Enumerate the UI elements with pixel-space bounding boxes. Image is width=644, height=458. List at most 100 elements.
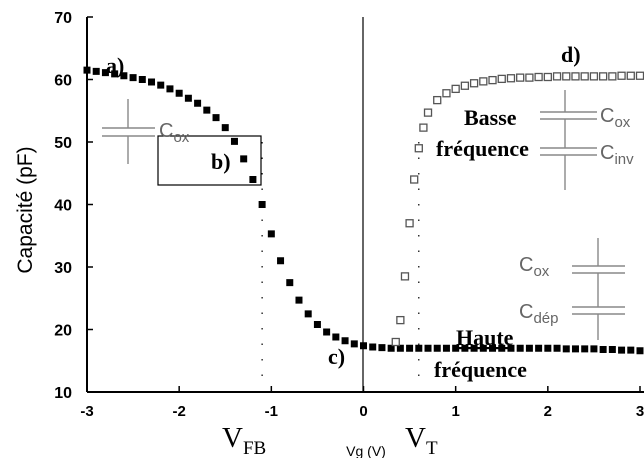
- data-point: [277, 257, 285, 265]
- data-point: [562, 345, 570, 353]
- region-label-a: a): [106, 53, 124, 78]
- data-point: [396, 315, 405, 325]
- data-point: [470, 344, 478, 352]
- data-point: [525, 344, 533, 352]
- data-point: [627, 346, 635, 354]
- data-point: [599, 346, 607, 353]
- y-tick-label: 30: [54, 260, 72, 277]
- data-point: [553, 344, 561, 352]
- data-point: [148, 78, 156, 86]
- x-tick-label: -1: [265, 403, 278, 420]
- vt-main: V: [405, 422, 426, 454]
- data-point: [451, 84, 460, 94]
- data-point: [488, 75, 497, 85]
- data-point: [410, 175, 419, 184]
- cox-hf-sub: ox: [533, 263, 549, 280]
- data-point: [460, 81, 470, 90]
- data-point: [424, 344, 432, 352]
- data-point: [479, 344, 487, 352]
- data-point: [101, 69, 109, 77]
- y-tick-label: 10: [54, 385, 72, 402]
- y-tick-label: 50: [54, 135, 72, 152]
- data-point: [203, 106, 211, 114]
- data-point: [240, 155, 248, 163]
- vt-label: VT: [405, 422, 438, 458]
- data-points: [83, 66, 644, 355]
- vfb-main: V: [222, 422, 243, 454]
- data-point: [571, 345, 579, 353]
- data-point: [83, 66, 91, 74]
- data-point: [489, 344, 497, 352]
- y-tick-label: 40: [54, 198, 72, 215]
- cdep-label: Cdép: [519, 301, 558, 327]
- data-point: [516, 73, 525, 82]
- data-point: [626, 71, 635, 80]
- data-point: [360, 342, 367, 350]
- data-point: [419, 123, 428, 132]
- cox-hf-main: C: [519, 254, 533, 276]
- data-point: [405, 219, 414, 228]
- data-point: [111, 70, 119, 78]
- data-point: [580, 72, 589, 81]
- y-tick-label: 70: [54, 10, 72, 27]
- data-point: [423, 108, 433, 117]
- data-point: [396, 344, 404, 352]
- data-point: [387, 344, 395, 352]
- x-tick-label: 3: [636, 403, 644, 420]
- cinv-label: Cinv: [600, 142, 634, 168]
- x-tick-label: -2: [172, 403, 185, 420]
- data-point: [295, 296, 303, 304]
- data-point: [332, 333, 340, 341]
- region-label-b: b): [211, 149, 231, 174]
- data-point: [304, 310, 312, 318]
- data-point: [378, 344, 386, 352]
- y-axis-label: Capacité (pF): [14, 146, 37, 273]
- data-point: [129, 74, 137, 82]
- cox-hf-label: Cox: [519, 254, 550, 280]
- data-point: [617, 71, 626, 80]
- data-point: [618, 346, 626, 354]
- data-point: [258, 201, 266, 208]
- data-point: [571, 72, 580, 81]
- data-point: [175, 89, 183, 97]
- data-point: [581, 345, 589, 353]
- data-point: [636, 347, 644, 355]
- data-point: [608, 346, 616, 353]
- data-point: [267, 230, 275, 238]
- capacitor-cox-left-icon: [102, 99, 155, 164]
- region-label-d: d): [561, 42, 581, 67]
- data-point: [562, 72, 571, 81]
- data-point: [433, 344, 441, 352]
- data-point: [498, 344, 506, 352]
- data-point: [516, 344, 524, 352]
- x-tick-label: 0: [359, 403, 367, 420]
- data-point: [138, 76, 146, 83]
- data-point: [406, 344, 414, 352]
- data-point: [544, 344, 552, 352]
- data-point: [535, 344, 543, 352]
- cox-left-label: Cox: [159, 120, 190, 146]
- cox-left-main: C: [159, 120, 173, 142]
- data-point: [461, 344, 469, 352]
- data-point: [589, 72, 599, 81]
- data-point: [534, 72, 543, 82]
- data-point: [221, 124, 229, 132]
- region-b-box: [157, 135, 262, 186]
- y-tick-label: 60: [54, 73, 72, 90]
- basse-frequence-label-2: fréquence: [436, 136, 529, 161]
- data-point: [323, 328, 331, 336]
- data-point: [92, 67, 100, 75]
- series-0: [83, 66, 644, 355]
- capacitor-hf-icon: [572, 238, 625, 340]
- data-point: [400, 272, 410, 281]
- data-point: [391, 337, 400, 347]
- data-point: [442, 89, 451, 98]
- cdep-sub: dép: [533, 310, 558, 327]
- capacitor-lf-icon: [540, 90, 597, 190]
- data-point: [608, 72, 617, 81]
- series-1: [391, 71, 644, 347]
- haute-frequence-label-2: fréquence: [434, 357, 527, 382]
- cox-lf-main: C: [600, 105, 614, 127]
- data-point: [212, 114, 220, 122]
- cinv-sub: inv: [614, 151, 634, 168]
